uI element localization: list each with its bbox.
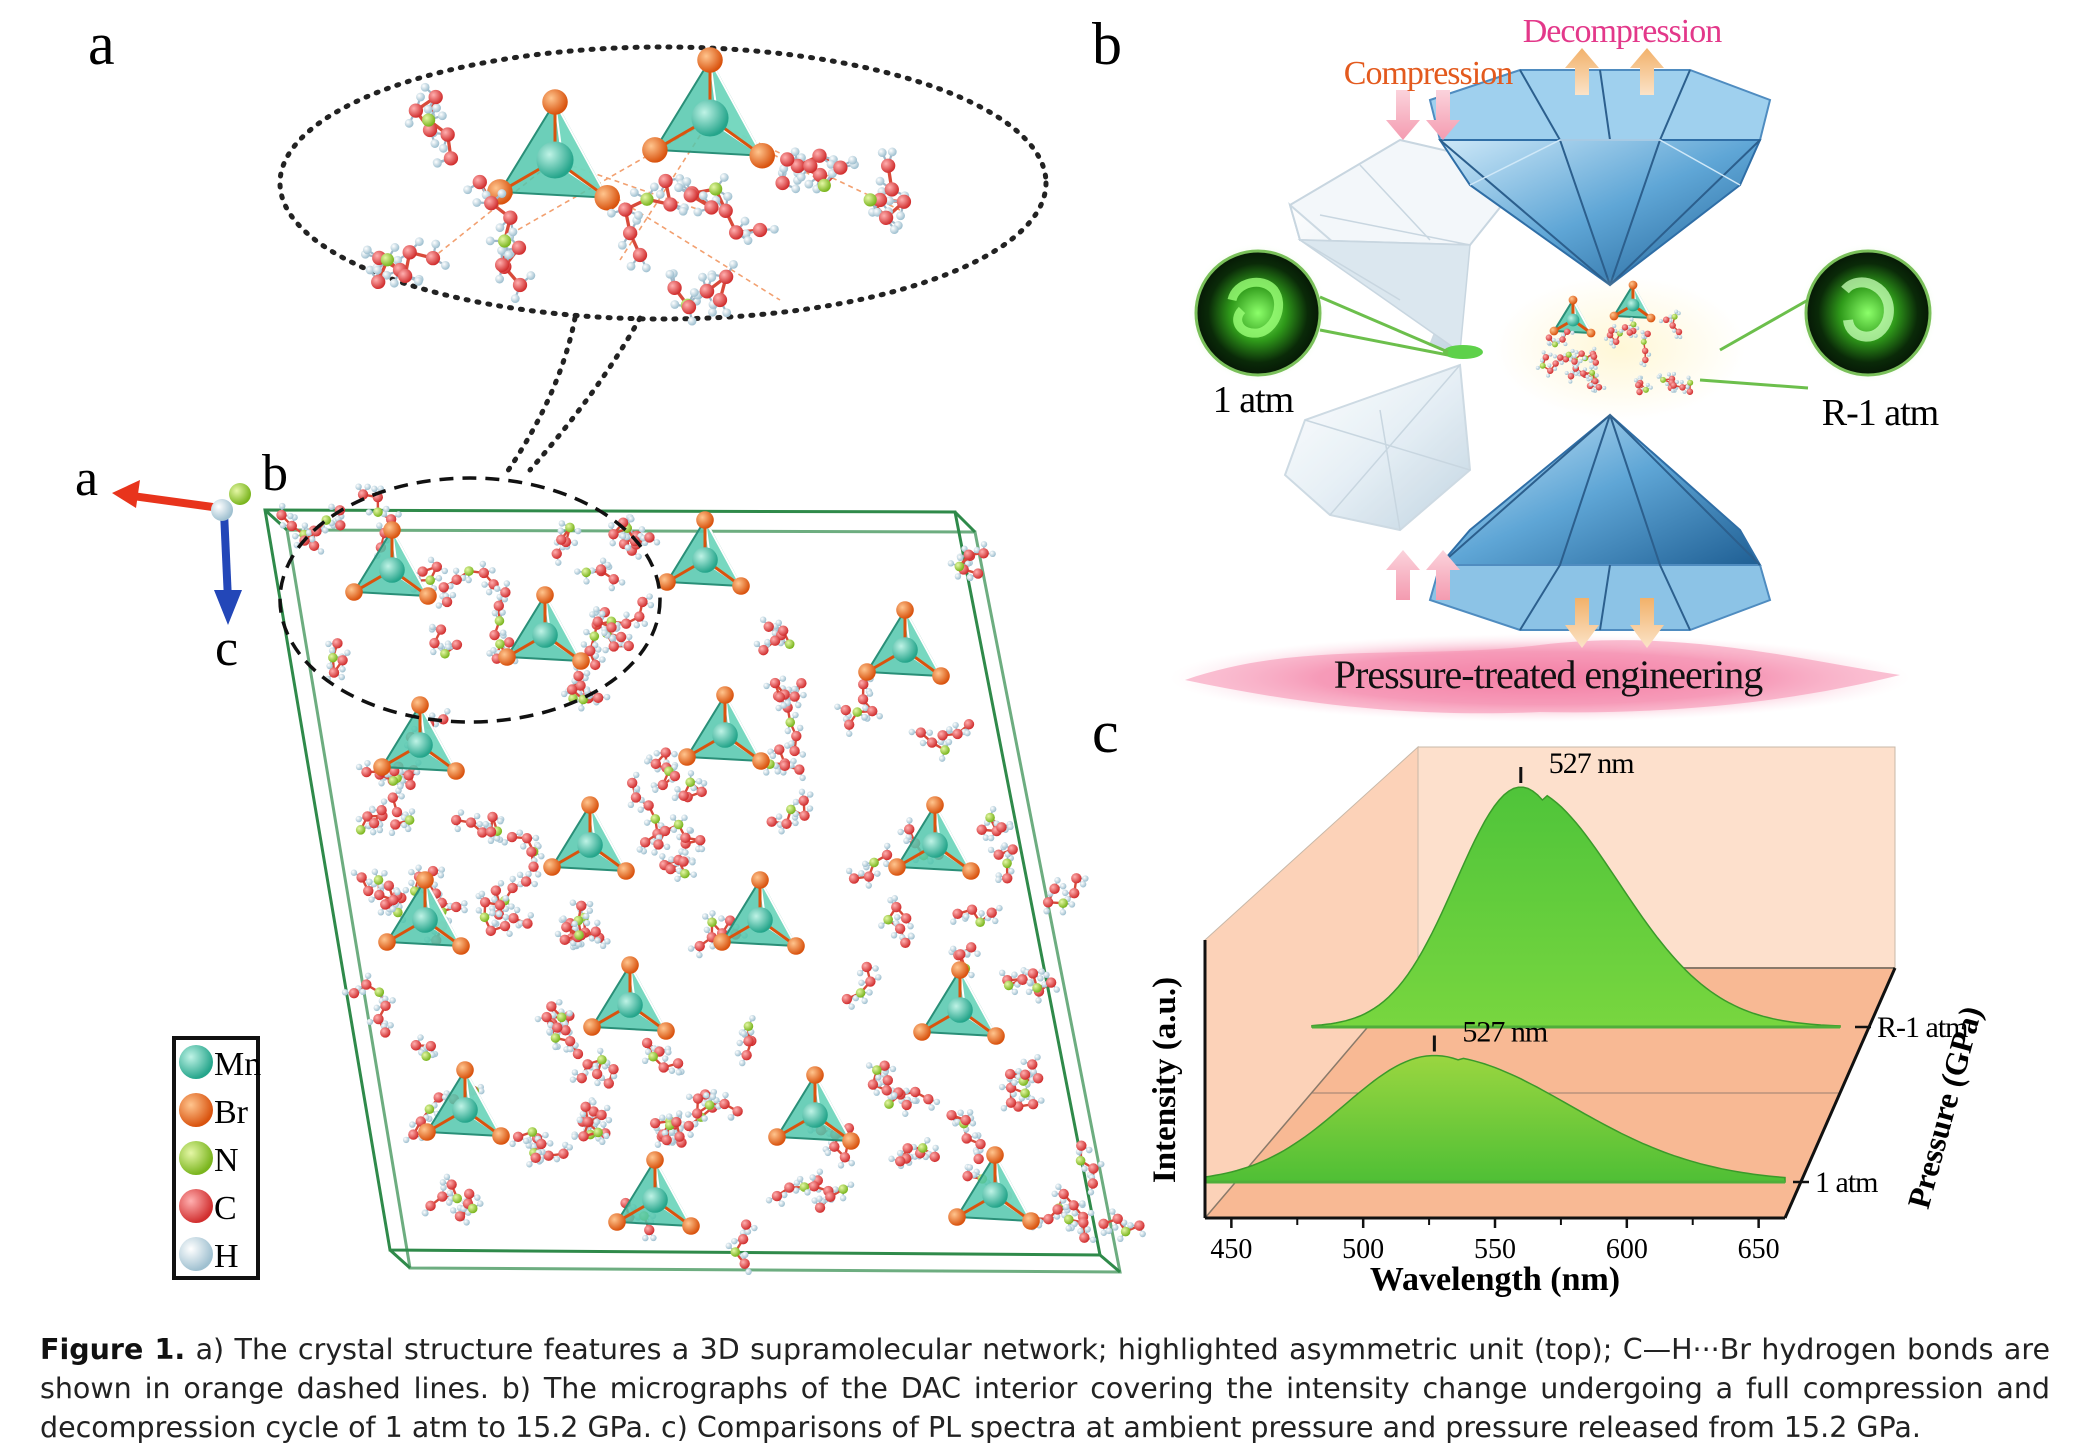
panel-a: a a b c Mn [75, 11, 1146, 1280]
legend-swatch-br [179, 1093, 213, 1127]
diamond-white-lower [1283, 363, 1472, 532]
asymmetric-unit-highlight [278, 476, 662, 724]
bubble-tail [502, 315, 643, 478]
peak-label: 527 nm [1462, 1016, 1548, 1049]
axis-b-label: b [262, 445, 288, 502]
micrograph-1atm: 1 atm [1188, 243, 1449, 421]
pressure-banner-text: Pressure-treated engineering [1334, 652, 1763, 697]
pl-spectra-chart: 527 nm 527 nm 450 500 550 600 650 1 atm R-1 at… [1147, 745, 1989, 1298]
panel-b: b Pressure-treated engineering [1092, 11, 1940, 722]
spectrum-r-1-atm [1311, 786, 1841, 1028]
legend-label-mn: Mn [214, 1046, 261, 1083]
y-axis-title: Intensity (a.u.) [1147, 977, 1183, 1183]
sample-chamber-highlight [1495, 276, 1745, 420]
diamond-blue-upper [1428, 69, 1772, 287]
supramolecular-network [276, 483, 1146, 1276]
asymmetric-unit-structure [360, 47, 912, 326]
legend-swatch-h [179, 1237, 213, 1271]
peak-label: 527 nm [1549, 747, 1635, 780]
x-tick-label: 450 [1210, 1234, 1252, 1265]
micrograph-1atm-label: 1 atm [1213, 379, 1294, 421]
legend-swatch-n [179, 1141, 213, 1175]
micrograph-r1atm-label: R-1 atm [1822, 392, 1939, 434]
legend-label-br: Br [214, 1094, 249, 1131]
panel-a-label: a [88, 11, 115, 77]
legend-swatch-mn [179, 1045, 213, 1079]
legend-label-h: H [214, 1238, 239, 1275]
z-tick-label: 1 atm [1815, 1166, 1878, 1199]
decompression-arrows-bottom [1565, 598, 1664, 648]
legend-label-c: C [214, 1190, 237, 1227]
legend-swatch-c [179, 1189, 213, 1223]
figure-caption: Figure 1. a) The crystal structure featu… [40, 1330, 2050, 1447]
micrograph-r1atm: R-1 atm [1699, 243, 1940, 434]
caption-label: Figure 1. [40, 1333, 186, 1366]
element-legend: Mn Br NCH [172, 1036, 261, 1280]
panel-c: c 527 nm 527 nm 450 500 550 600 650 1 atm R-1 … [1092, 699, 1989, 1298]
asymmetric-unit-bubble [277, 44, 1049, 322]
compression-arrows-bottom [1386, 550, 1460, 600]
x-axis-title: Wavelength (nm) [1370, 1261, 1620, 1298]
caption-text: a) The crystal structure features a 3D s… [40, 1333, 2050, 1444]
decompression-arrows-top [1565, 48, 1664, 95]
compression-arrows-top [1386, 90, 1460, 140]
z-tick-label: R-1 atm [1877, 1011, 1968, 1044]
panel-c-label: c [1092, 699, 1119, 765]
sample-structure [1535, 280, 1694, 396]
legend-label-n: N [214, 1142, 239, 1179]
z-axis [1783, 967, 1897, 1219]
x-tick-label: 500 [1342, 1234, 1384, 1265]
crystal-axes-indicator: a b c [75, 445, 288, 677]
panel-b-label: b [1092, 11, 1122, 77]
x-tick-label: 650 [1738, 1234, 1780, 1265]
compression-label: Compression [1344, 55, 1513, 92]
axis-a-label: a [75, 450, 98, 507]
x-tick-label: 550 [1474, 1234, 1516, 1265]
axis-c-label: c [215, 620, 238, 677]
spectrum-1-atm [1204, 1054, 1786, 1183]
diamond-blue-lower [1428, 413, 1772, 631]
decompression-label: Decompression [1523, 13, 1723, 50]
x-tick-label: 600 [1606, 1234, 1648, 1265]
sample-chamber [1443, 345, 1483, 359]
